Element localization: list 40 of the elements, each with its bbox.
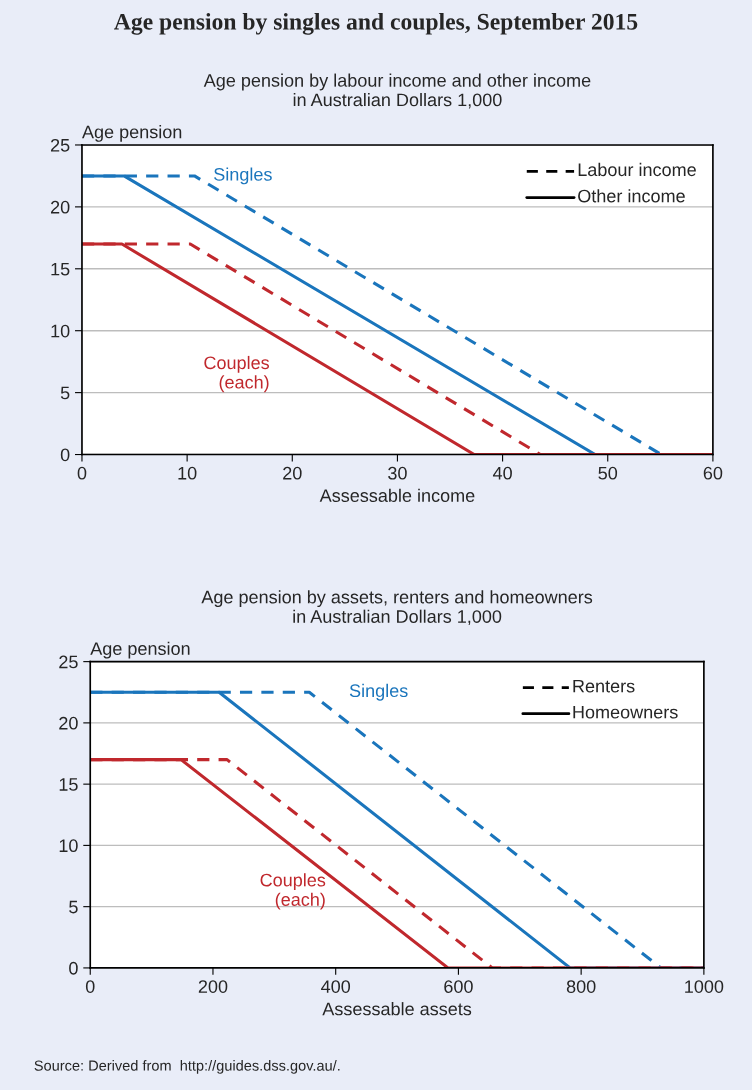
x-tick-label: 30 (388, 466, 407, 480)
y-tick-label: 5 (69, 900, 78, 914)
x-tick-label: 400 (321, 980, 351, 993)
x-tick-label: 10 (178, 466, 197, 480)
chart-title: Age pension by singles and couples, September 2015 (114, 13, 638, 35)
annotation: Homeowners (573, 705, 678, 719)
annotation: Couples (each) (204, 355, 270, 393)
source-note: Source: Derived from http://guides.dss.gov.au/. (34, 1060, 340, 1074)
x-tick-label: 60 (703, 466, 723, 480)
y-tick-label: 20 (59, 716, 78, 730)
annotation: Renters (573, 679, 635, 693)
chart-title: Age pension by assets, renters and homeowners in Australian Dollars 1,000 (201, 590, 593, 626)
annotation: Singles (349, 683, 408, 701)
y-tick-label: 20 (50, 200, 70, 214)
x-axis-title: Assessable income (319, 488, 475, 502)
y-tick-label: 25 (59, 655, 78, 669)
y-tick-label: 15 (59, 778, 78, 791)
x-tick-label: 800 (566, 980, 596, 993)
y-tick-label: 0 (60, 448, 70, 462)
y-tick-label: 15 (51, 262, 70, 276)
x-tick-label: 200 (198, 980, 228, 993)
annotation: Other income (578, 189, 685, 203)
x-tick-label: 20 (283, 466, 302, 480)
y-tick-label: 25 (50, 138, 70, 152)
y-tick-label: 10 (51, 324, 70, 338)
x-tick-label: 600 (444, 980, 473, 993)
y-tick-label: 10 (59, 839, 78, 853)
y-tick-label: 5 (60, 386, 70, 400)
x-tick-label: 0 (85, 980, 95, 993)
y-tick-label: 0 (69, 961, 78, 975)
y-axis-title: Age pension (82, 125, 182, 142)
chart-subtitle: Age pension by labour income and other income in Australian Dollars 1,000 (203, 73, 591, 109)
y-axis-title: Age pension (90, 641, 190, 659)
x-axis-title: Assessable assets (322, 1002, 472, 1016)
x-tick-label: 1000 (685, 980, 724, 993)
x-tick-label: 40 (492, 466, 512, 480)
annotation: Singles (214, 167, 272, 185)
x-tick-label: 50 (598, 466, 618, 480)
annotation: Couples (each) (260, 873, 326, 910)
annotation: Labour income (578, 162, 696, 177)
